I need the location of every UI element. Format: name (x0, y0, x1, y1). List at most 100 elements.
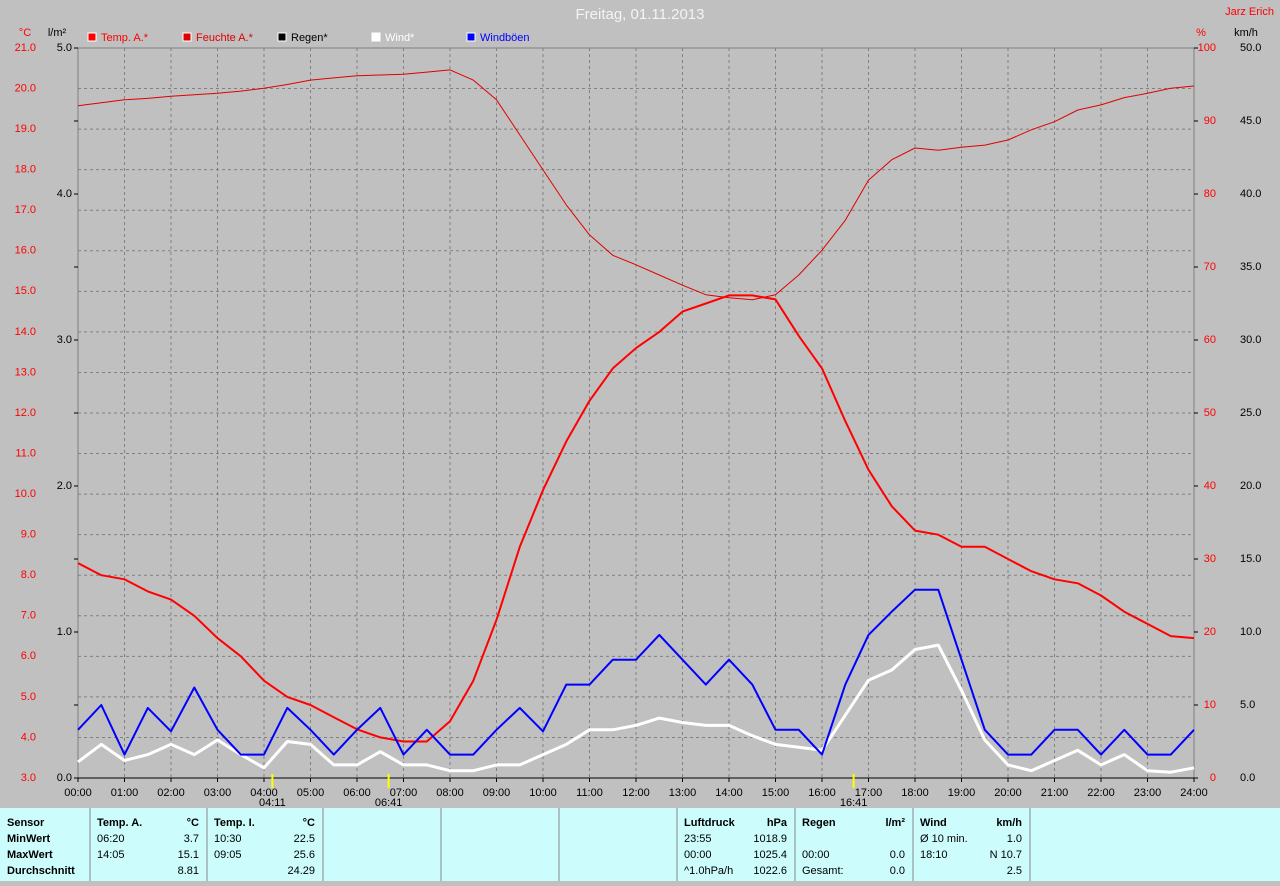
legend-label: Windböen (480, 32, 530, 44)
table-cell: 14:05 (97, 849, 125, 861)
table-cell: MinWert (7, 833, 51, 845)
y-tick-label: 15.0 (15, 285, 36, 297)
y3-tick-label: 60 (1204, 334, 1216, 346)
y-tick-label: 5.0 (21, 691, 36, 703)
axis-unit: l/m² (48, 27, 67, 39)
y-tick-label: 16.0 (15, 245, 36, 257)
chart-title: Freitag, 01.11.2013 (576, 6, 705, 23)
x-tick-label: 19:00 (948, 787, 976, 799)
legend-label: Regen* (291, 32, 328, 44)
y3-tick-label: 40 (1204, 480, 1216, 492)
x-tick-label: 14:00 (715, 787, 743, 799)
table-cell: Regen (802, 817, 836, 829)
x-tick-label: 22:00 (1087, 787, 1115, 799)
y-tick-label: 18.0 (15, 164, 36, 176)
table-cell: 09:05 (214, 849, 242, 861)
legend-swatch (87, 32, 97, 42)
series-line (77, 69, 1195, 301)
x-tick-label: 23:00 (1134, 787, 1162, 799)
x-tick-label: 00:00 (64, 787, 92, 799)
event-label: 04:11 (259, 797, 286, 808)
y3-tick-label: 100 (1198, 42, 1216, 54)
table-cell: 10:30 (214, 833, 242, 845)
table-cell: MaxWert (7, 849, 53, 861)
event-label: 16:41 (840, 797, 868, 808)
y3-tick-label: 50 (1204, 407, 1216, 419)
table-cell: 00:00 (802, 849, 830, 861)
y-tick-label: 12.0 (15, 407, 36, 419)
table-cell: 18:10 (920, 849, 948, 861)
legend-label: Wind* (385, 32, 415, 44)
y-tick-label: 17.0 (15, 204, 36, 216)
table-cell: 8.81 (178, 865, 199, 877)
y3-tick-label: 80 (1204, 188, 1216, 200)
table-cell: Temp. I. (214, 817, 255, 829)
y2-tick-label: 1.0 (57, 626, 72, 638)
table-cell: 3.7 (184, 833, 199, 845)
y-tick-label: 3.0 (21, 772, 36, 784)
table-cell: 06:20 (97, 833, 125, 845)
y4-tick-label: 20.0 (1240, 480, 1261, 492)
y2-tick-label: 5.0 (57, 42, 72, 54)
y-tick-label: 21.0 (15, 42, 36, 54)
table-cell: 22.5 (294, 833, 315, 845)
y4-tick-label: 35.0 (1240, 261, 1261, 273)
y4-tick-label: 5.0 (1240, 699, 1255, 711)
table-cell: l/m² (885, 817, 905, 829)
x-tick-label: 06:00 (343, 787, 371, 799)
table-cell: Sensor (7, 817, 45, 829)
table-cell: Durchschnitt (7, 865, 75, 877)
axis-unit: °C (19, 27, 31, 39)
table-cell: Temp. A. (97, 817, 142, 829)
x-tick-label: 15:00 (762, 787, 790, 799)
y2-tick-label: 0.0 (57, 772, 72, 784)
x-tick-label: 01:00 (111, 787, 139, 799)
y-tick-label: 7.0 (21, 610, 36, 622)
table-cell: Luftdruck (684, 817, 736, 829)
table-cell: N 10.7 (990, 849, 1022, 861)
table-cell: 24.29 (287, 865, 315, 877)
chart: Freitag, 01.11.2013 Jarz Erich °C l/m² %… (15, 6, 1274, 808)
x-tick-label: 03:00 (204, 787, 232, 799)
legend-swatch (466, 32, 476, 42)
x-tick-label: 13:00 (669, 787, 697, 799)
legend-label: Temp. A.* (101, 32, 149, 44)
y-tick-label: 8.0 (21, 569, 36, 581)
table-cell: km/h (996, 817, 1022, 829)
x-tick-label: 08:00 (436, 787, 464, 799)
y-tick-label: 4.0 (21, 731, 36, 743)
y-tick-label: 19.0 (15, 123, 36, 135)
table-svg: Sensor MinWert MaxWert Durchschnitt Temp. A.… (7, 808, 1031, 881)
table-cell: 1022.6 (753, 865, 787, 877)
x-tick-label: 07:00 (390, 787, 418, 799)
table-cell: 15.1 (178, 849, 199, 861)
axis-unit: % (1196, 27, 1206, 39)
table-cell: 1018.9 (753, 833, 787, 845)
y2-tick-label: 3.0 (57, 334, 72, 346)
x-tick-label: 16:00 (808, 787, 836, 799)
legend-swatch (277, 32, 287, 42)
y3-tick-label: 70 (1204, 261, 1216, 273)
y-tick-label: 9.0 (21, 529, 36, 541)
table-cell: °C (303, 817, 315, 829)
series-line (77, 643, 1195, 774)
y3-tick-label: 30 (1204, 553, 1216, 565)
table-cell: Ø 10 min. (920, 833, 968, 845)
y3-tick-label: 90 (1204, 115, 1216, 127)
x-tick-label: 21:00 (1041, 787, 1069, 799)
table-cell: 0.0 (890, 865, 905, 877)
x-tick-label: 18:00 (901, 787, 929, 799)
y3-tick-label: 10 (1204, 699, 1216, 711)
table-cell: °C (187, 817, 199, 829)
table-cell: hPa (767, 817, 788, 829)
table-cell: 23:55 (684, 833, 712, 845)
y4-tick-label: 10.0 (1240, 626, 1261, 638)
x-tick-label: 10:00 (529, 787, 557, 799)
series-line (77, 294, 1195, 743)
x-tick-label: 02:00 (157, 787, 185, 799)
y4-tick-label: 30.0 (1240, 334, 1261, 346)
event-label: 06:41 (375, 797, 403, 808)
axis-unit: km/h (1234, 27, 1258, 39)
x-tick-label: 05:00 (297, 787, 325, 799)
